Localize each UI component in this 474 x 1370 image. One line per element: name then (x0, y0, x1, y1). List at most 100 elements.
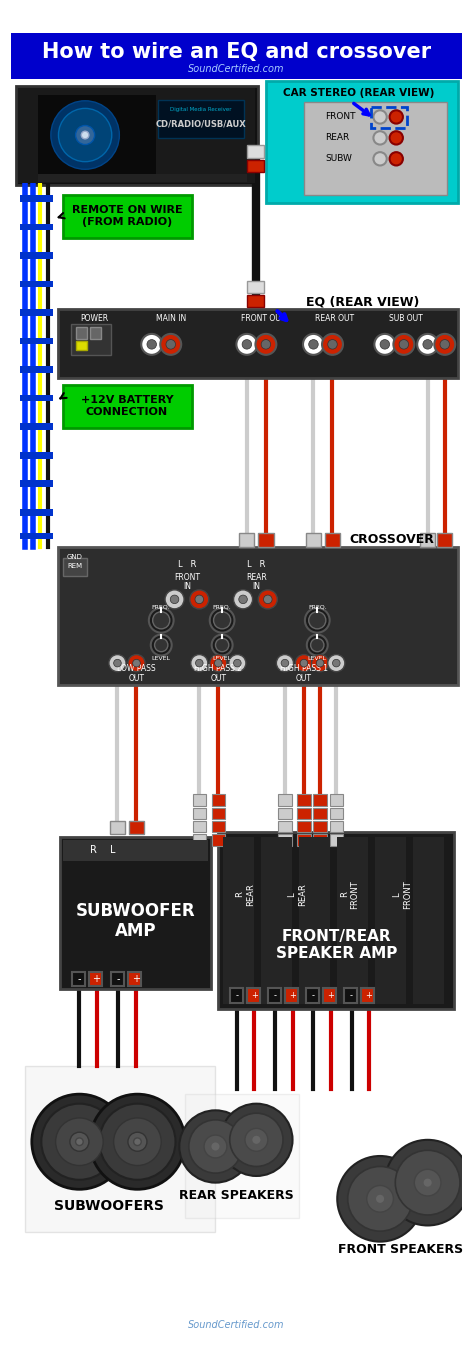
Bar (323, 988, 337, 1003)
Circle shape (374, 111, 387, 123)
Bar (89, 973, 102, 985)
Bar (313, 821, 327, 833)
Text: MAIN IN: MAIN IN (155, 314, 186, 323)
Circle shape (234, 659, 241, 667)
Text: POWER: POWER (81, 314, 109, 323)
Text: REAR: REAR (246, 573, 267, 582)
Text: FREQ.: FREQ. (308, 604, 327, 610)
Circle shape (191, 655, 208, 671)
Circle shape (114, 659, 121, 667)
Circle shape (295, 655, 312, 671)
Bar (63, 840, 208, 860)
Bar (58, 310, 458, 378)
Circle shape (380, 340, 390, 349)
Circle shape (311, 655, 328, 671)
Text: LEVEL: LEVEL (308, 656, 327, 660)
Text: +: + (289, 991, 296, 1000)
Bar (247, 988, 260, 1003)
Circle shape (337, 1156, 423, 1241)
Bar (266, 81, 458, 203)
Circle shape (328, 340, 337, 349)
Text: R: R (90, 845, 97, 855)
Bar (20, 223, 53, 230)
Bar (325, 533, 340, 547)
Circle shape (239, 595, 247, 604)
Bar (258, 533, 273, 547)
Bar (75, 341, 87, 351)
Bar (344, 988, 357, 1003)
Circle shape (390, 111, 403, 123)
Circle shape (307, 634, 328, 655)
Circle shape (393, 334, 414, 355)
Bar (20, 195, 53, 201)
Circle shape (155, 638, 168, 652)
Bar (361, 988, 374, 1003)
Bar (297, 808, 310, 819)
Text: REAR SPEAKERS: REAR SPEAKERS (179, 1189, 294, 1203)
Circle shape (70, 1132, 89, 1151)
Bar (63, 385, 191, 427)
Bar (212, 834, 225, 845)
Bar (329, 834, 343, 845)
Circle shape (303, 334, 324, 355)
Bar (297, 834, 310, 845)
Bar (247, 281, 264, 293)
Bar (20, 395, 53, 401)
Text: SUBWOOFER
AMP: SUBWOOFER AMP (76, 901, 195, 940)
Text: Digital Media Receiver: Digital Media Receiver (171, 107, 232, 112)
Circle shape (229, 655, 246, 671)
Circle shape (328, 655, 345, 671)
Circle shape (58, 108, 112, 162)
Circle shape (147, 340, 156, 349)
Circle shape (149, 608, 173, 633)
Bar (304, 101, 447, 195)
Circle shape (32, 1095, 127, 1189)
Bar (25, 1066, 216, 1232)
Bar (72, 973, 85, 985)
Bar (230, 988, 243, 1003)
Circle shape (434, 334, 455, 355)
Bar (20, 310, 53, 316)
Circle shape (133, 659, 140, 667)
Text: L
REAR: L REAR (288, 882, 307, 906)
Circle shape (210, 655, 227, 671)
Bar (212, 795, 225, 806)
Circle shape (310, 638, 324, 652)
Text: FRONT SPEAKERS: FRONT SPEAKERS (338, 1243, 464, 1256)
Circle shape (374, 152, 387, 166)
Text: L   R: L R (247, 560, 265, 569)
Bar (192, 821, 206, 833)
Circle shape (170, 595, 179, 604)
Bar (278, 834, 292, 845)
Circle shape (399, 340, 409, 349)
Circle shape (179, 1110, 252, 1182)
Bar (20, 281, 53, 288)
Circle shape (114, 1118, 161, 1166)
Circle shape (316, 659, 324, 667)
Circle shape (55, 1118, 103, 1166)
Bar (212, 808, 225, 819)
Text: FRONT: FRONT (174, 573, 200, 582)
Circle shape (128, 1132, 147, 1151)
Circle shape (309, 340, 318, 349)
Bar (71, 325, 111, 355)
Bar (306, 533, 321, 547)
Text: SUBWOOFERS: SUBWOOFERS (54, 1199, 164, 1214)
Circle shape (151, 634, 172, 655)
Bar (313, 808, 327, 819)
Circle shape (395, 1151, 460, 1215)
Bar (18, 89, 255, 182)
Circle shape (374, 132, 387, 145)
Circle shape (128, 655, 145, 671)
Bar (375, 837, 406, 1004)
Circle shape (195, 659, 203, 667)
Circle shape (109, 655, 126, 671)
Text: -: - (78, 974, 81, 984)
Text: -: - (350, 991, 353, 1000)
Circle shape (190, 590, 209, 608)
Circle shape (375, 1195, 385, 1204)
Circle shape (230, 1114, 283, 1166)
Circle shape (300, 659, 308, 667)
Circle shape (234, 590, 253, 608)
Circle shape (245, 1129, 268, 1151)
